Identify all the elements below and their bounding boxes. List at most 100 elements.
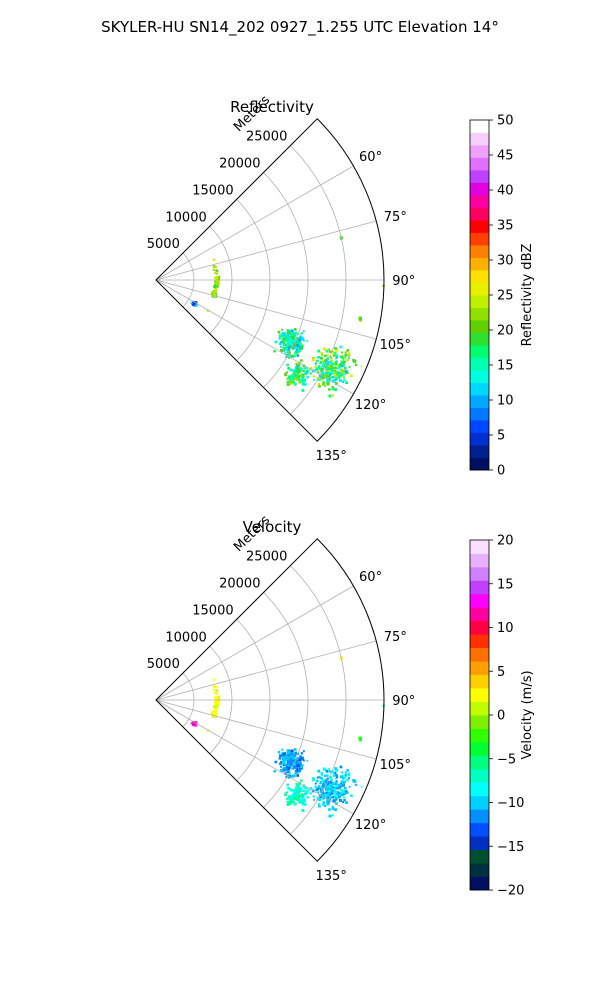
reflectivity-echo-pixel <box>335 382 338 385</box>
reflectivity-echo-pixel <box>284 347 288 351</box>
velocity-echo-pixel <box>324 805 326 807</box>
reflectivity-echo-pixel <box>218 280 221 282</box>
velocity-echo-pixel <box>306 796 310 799</box>
velocity-echo-pixel <box>297 797 300 800</box>
velocity-echo-pixel <box>297 786 300 789</box>
velocity-echo-pixel <box>327 795 331 799</box>
reflectivity-echo-pixel <box>312 375 315 378</box>
velocity-echo-pixel <box>323 782 326 785</box>
velocity-echo-pixel <box>340 793 344 797</box>
velocity-echo-pixel <box>301 800 304 803</box>
velocity-echo-pixel <box>319 781 322 783</box>
reflectivity-r-tick-label: 15000 <box>192 183 233 198</box>
velocity-echo-pixel <box>281 758 284 760</box>
reflectivity-echo-pixel <box>273 350 276 353</box>
reflectivity-echo-pixel <box>286 340 290 344</box>
velocity-echo-pixel <box>306 760 309 762</box>
velocity-echo-pixel <box>290 755 294 758</box>
velocity-echo-pixel <box>295 762 299 765</box>
reflectivity-echo-pixel <box>288 331 292 334</box>
velocity-echo-pixel <box>335 796 338 800</box>
reflectivity-echo-pixel <box>331 387 335 390</box>
reflectivity-echoes <box>190 236 385 398</box>
reflectivity-echo-pixel <box>333 366 336 369</box>
velocity-echo-pixel <box>339 765 343 769</box>
velocity-echo-pixel <box>330 791 333 794</box>
velocity-echo-pixel <box>211 711 215 714</box>
reflectivity-echo-pixel <box>298 343 302 347</box>
reflectivity-echo-pixel <box>339 345 343 349</box>
reflectivity-echo-pixel <box>295 376 298 378</box>
reflectivity-echo-pixel <box>335 356 339 359</box>
reflectivity-echo-pixel <box>337 376 340 379</box>
velocity-echo-pixel <box>316 789 319 791</box>
reflectivity-echo-pixel <box>324 385 326 387</box>
reflectivity-echo-pixel <box>282 348 285 351</box>
reflectivity-echo-pixel <box>317 355 320 359</box>
reflectivity-colorbar-tick-label: 25 <box>497 289 514 304</box>
velocity-echo-pixel <box>286 749 289 752</box>
velocity-echo-pixel <box>326 777 330 781</box>
reflectivity-echo-pixel <box>291 378 295 382</box>
velocity-echo-pixel <box>319 782 321 785</box>
velocity-echo-pixel <box>215 686 218 689</box>
reflectivity-echo-pixel <box>294 331 298 335</box>
velocity-echo-pixel <box>346 791 349 794</box>
velocity-echo-pixel <box>290 749 294 753</box>
reflectivity-r-tick-label: 5000 <box>147 237 180 252</box>
reflectivity-echo-pixel <box>316 369 319 371</box>
reflectivity-echo-pixel <box>281 332 284 336</box>
velocity-echo-pixel <box>338 792 340 794</box>
velocity-echo-pixel <box>300 788 303 791</box>
velocity-echo-pixel <box>321 791 325 795</box>
reflectivity-echo-pixel <box>309 367 313 370</box>
velocity-echo-pixel <box>297 783 301 787</box>
velocity-echo-pixel <box>282 763 285 767</box>
velocity-echo-pixel <box>278 757 282 760</box>
reflectivity-echo-pixel <box>343 379 346 382</box>
reflectivity-echo-pixel <box>284 373 287 377</box>
reflectivity-echo-pixel <box>305 367 309 370</box>
velocity-echo-pixel <box>346 769 350 772</box>
reflectivity-theta-tick-label: 90° <box>392 274 415 289</box>
reflectivity-echo-pixel <box>317 371 320 374</box>
velocity-r-tick-label: 20000 <box>219 577 260 592</box>
reflectivity-echo-pixel <box>331 362 335 366</box>
reflectivity-echo-pixel <box>212 265 216 268</box>
reflectivity-echo-pixel <box>302 364 306 368</box>
reflectivity-echo-pixel <box>314 362 317 365</box>
reflectivity-echo-pixel <box>321 359 325 362</box>
velocity-theta-gridline <box>155 699 354 815</box>
velocity-echo-pixel <box>286 797 289 800</box>
velocity-echo-pixel <box>292 763 295 766</box>
velocity-echo-pixel <box>305 787 309 790</box>
velocity-echo-pixel <box>343 786 347 790</box>
reflectivity-echo-pixel <box>333 376 336 379</box>
reflectivity-echo-pixel <box>344 370 348 373</box>
reflectivity-echo-pixel <box>325 358 328 361</box>
reflectivity-echo-pixel <box>342 359 345 361</box>
velocity-echo-pixel <box>214 707 218 710</box>
velocity-theta-tick-label: 105° <box>380 758 411 773</box>
reflectivity-echo-pixel <box>301 336 304 339</box>
reflectivity-echo-pixel <box>289 345 292 348</box>
reflectivity-echo-pixel <box>317 349 321 353</box>
reflectivity-echo-pixel <box>334 378 338 381</box>
reflectivity-echo-pixel <box>216 280 219 283</box>
reflectivity-echo-pixel <box>288 357 290 359</box>
reflectivity-colorbar-segment <box>470 282 489 296</box>
velocity-echo-pixel <box>294 748 297 751</box>
reflectivity-echo-pixel <box>282 340 286 344</box>
reflectivity-colorbar-segment <box>470 245 489 258</box>
velocity-echo-pixel <box>317 791 320 794</box>
velocity-echo-pixel <box>273 770 276 773</box>
reflectivity-echo-pixel <box>330 358 333 361</box>
reflectivity-echo-pixel <box>215 285 219 289</box>
reflectivity-echo-pixel <box>215 280 217 282</box>
reflectivity-echo-pixel <box>321 378 324 381</box>
velocity-echo-pixel <box>334 789 337 792</box>
velocity-echo-pixel <box>299 800 302 803</box>
reflectivity-echo-pixel <box>314 365 317 368</box>
reflectivity-colorbar-tick-label: 50 <box>497 114 514 129</box>
velocity-colorbar-segment <box>470 822 489 837</box>
